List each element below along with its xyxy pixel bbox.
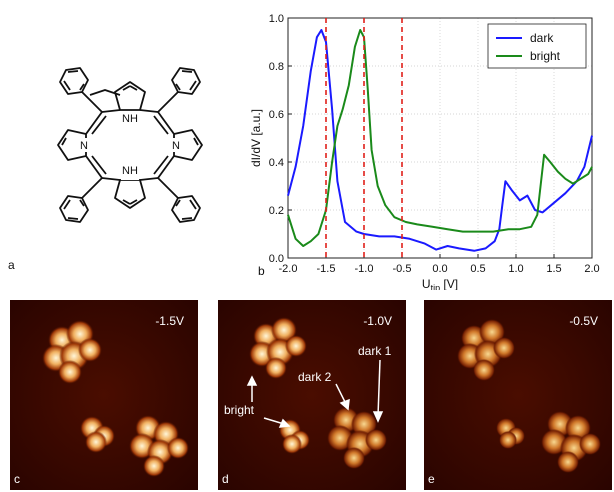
x-tick-label: -1.5 [317, 263, 336, 275]
y-tick-label: 0.6 [269, 109, 284, 121]
nh-label-top: NH [122, 113, 138, 125]
series-line-bright [287, 29, 593, 247]
legend-label-dark: dark [530, 31, 554, 45]
porphyrin-structure: NH NH N N [57, 67, 203, 223]
voltage-label-e: -0.5V [569, 314, 598, 328]
x-tick-label: -0.5 [393, 263, 412, 275]
stm-image-e: -0.5V e [424, 300, 612, 490]
panel-label-c: c [14, 472, 20, 486]
n-label-right: N [172, 140, 180, 152]
y-tick-label: 0.2 [269, 205, 284, 217]
x-tick-label: -2.0 [279, 263, 298, 275]
x-tick-label: 0.5 [470, 263, 485, 275]
x-tick-label: 1.0 [508, 263, 523, 275]
panel-label-d: d [222, 472, 229, 486]
x-tick-label: -1.0 [355, 263, 374, 275]
panel-label-b: b [258, 264, 265, 278]
y-axis-label: dI/dV [a.u.] [249, 109, 263, 167]
label-bright: bright [224, 403, 255, 417]
panel-label-a: a [8, 258, 15, 272]
y-tick-label: 1.0 [269, 13, 284, 25]
y-tick-label: 0.8 [269, 61, 284, 73]
x-tick-label: 1.5 [546, 263, 561, 275]
n-label-left: N [80, 140, 88, 152]
panel-label-e: e [428, 472, 435, 486]
stm-image-d: -1.0V bright dark 2 dark 1 d [218, 300, 406, 490]
voltage-label-c: -1.5V [155, 314, 184, 328]
didv-chart: -2.0 -1.5 -1.0 -0.5 0.0 0.5 1.0 1.5 2.0 0.0 0.2 0.4… [249, 13, 600, 290]
nh-label-bottom: NH [122, 165, 138, 177]
y-tick-label: 0.0 [269, 253, 284, 265]
legend-box [487, 23, 587, 69]
y-tick-label: 0.4 [269, 157, 284, 169]
label-dark-1: dark 1 [358, 344, 392, 358]
legend-label-bright: bright [530, 49, 561, 63]
voltage-label-d: -1.0V [363, 314, 392, 328]
x-tick-label: 2.0 [584, 263, 599, 275]
x-axis-label: Utip [V] [422, 277, 458, 290]
stm-image-c: -1.5V c [10, 300, 198, 490]
label-dark-2: dark 2 [298, 370, 332, 384]
x-tick-label: 0.0 [432, 263, 447, 275]
